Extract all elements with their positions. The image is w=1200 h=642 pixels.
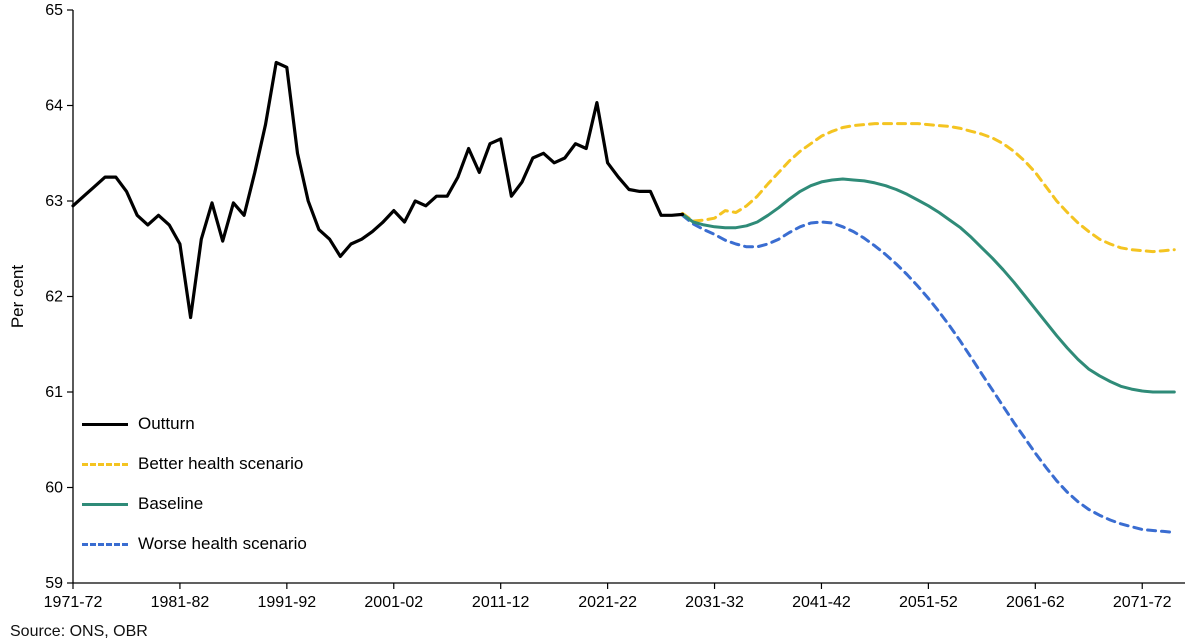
legend-label: Outturn xyxy=(138,414,195,434)
legend-label: Baseline xyxy=(138,494,203,514)
x-tick-label: 2051-52 xyxy=(899,594,958,611)
legend-item: Outturn xyxy=(82,410,307,438)
y-tick-label: 63 xyxy=(45,193,63,210)
series-worse_health xyxy=(683,215,1175,532)
y-tick-label: 59 xyxy=(45,575,63,592)
legend-item: Better health scenario xyxy=(82,450,307,478)
y-tick-label: 65 xyxy=(45,2,63,19)
x-tick-label: 2061-62 xyxy=(1006,594,1065,611)
series-better_health xyxy=(683,124,1175,252)
y-tick-label: 61 xyxy=(45,384,63,401)
series-outturn xyxy=(73,63,683,318)
legend-swatch xyxy=(82,543,128,546)
chart-container: 59 60 61 62 63 64 65 Per cent 1971-72 1981-82 1991… xyxy=(0,0,1200,642)
legend-item: Baseline xyxy=(82,490,307,518)
y-tick-label: 60 xyxy=(45,480,63,497)
x-tick-label: 2001-02 xyxy=(364,594,423,611)
x-tick-label: 2071-72 xyxy=(1113,594,1172,611)
x-tick-label: 2041-42 xyxy=(792,594,851,611)
legend-item: Worse health scenario xyxy=(82,530,307,558)
legend-swatch xyxy=(82,503,128,506)
series-baseline xyxy=(683,179,1175,392)
legend-label: Worse health scenario xyxy=(138,534,307,554)
x-tick-label: 1971-72 xyxy=(44,594,103,611)
y-tick-label: 62 xyxy=(45,289,63,306)
source-caption: Source: ONS, OBR xyxy=(10,623,148,641)
y-axis-label: Per cent xyxy=(8,265,27,329)
x-tick-label: 1981-82 xyxy=(151,594,210,611)
x-tick-label: 2011-12 xyxy=(472,594,530,611)
legend: Outturn Better health scenario Baseline Wor… xyxy=(82,410,307,570)
legend-swatch xyxy=(82,463,128,466)
x-tick-label: 2031-32 xyxy=(685,594,744,611)
x-tick-label: 1991-92 xyxy=(257,594,316,611)
y-tick-label: 64 xyxy=(45,98,63,115)
x-tick-label: 2021-22 xyxy=(578,594,637,611)
legend-label: Better health scenario xyxy=(138,454,303,474)
legend-swatch xyxy=(82,423,128,426)
